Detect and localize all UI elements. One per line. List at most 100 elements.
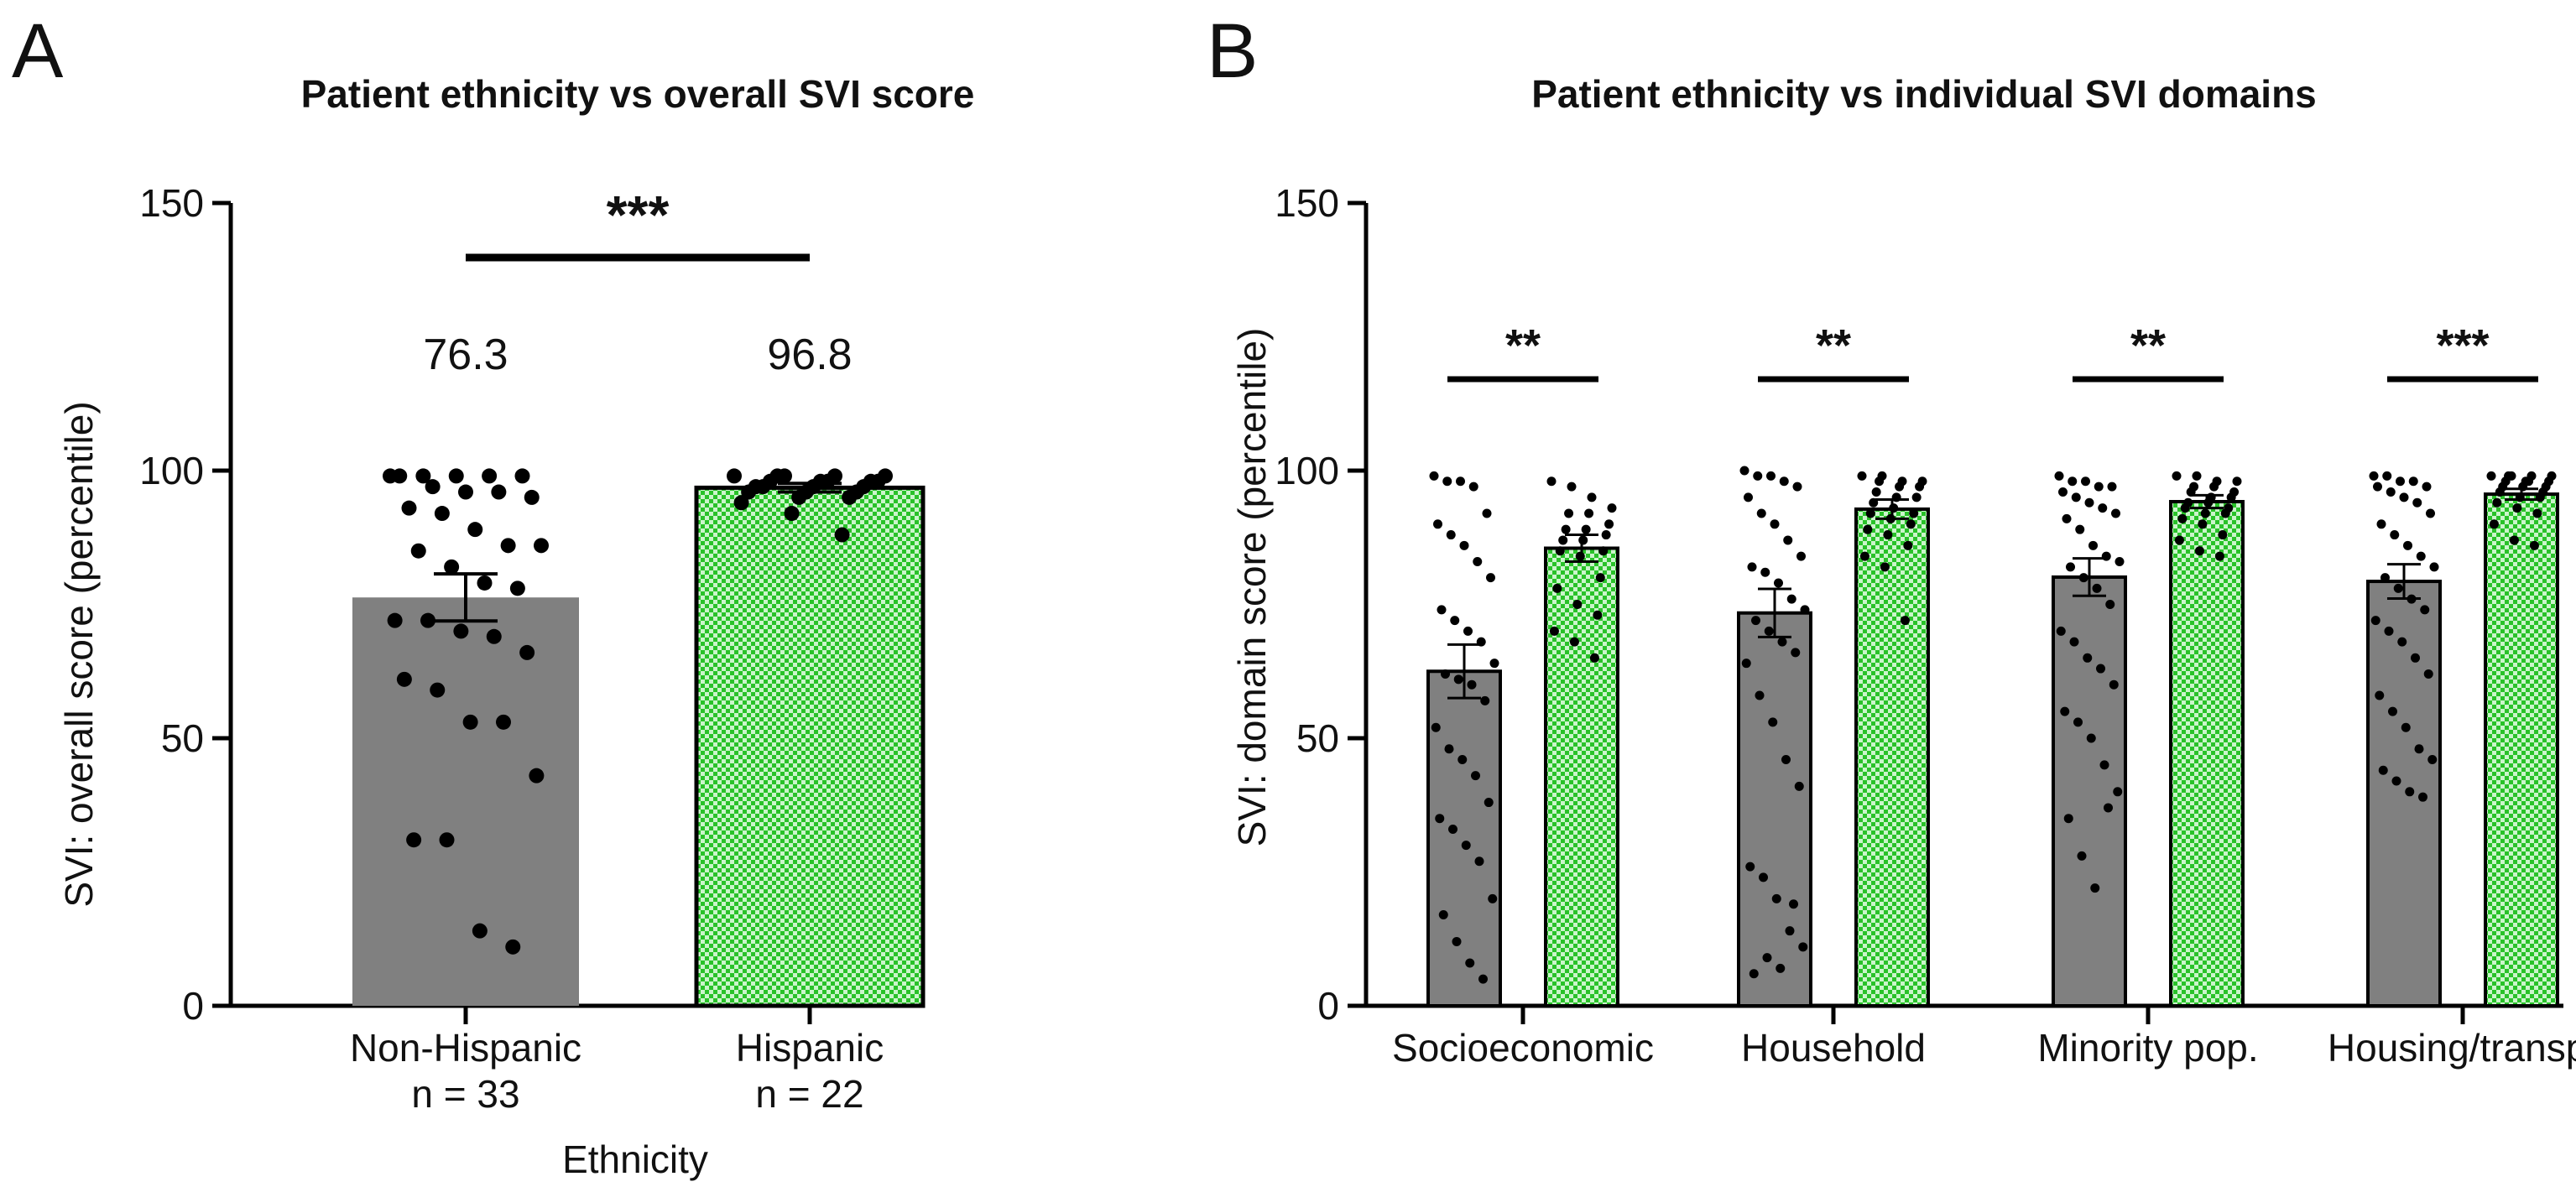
panel-b-significance-stars: ** <box>1505 320 1541 371</box>
panel-a-point <box>448 468 464 484</box>
panel-b-point <box>1453 674 1463 685</box>
panel-a-point <box>392 468 408 484</box>
panel-b-point <box>1909 508 1919 518</box>
panel-b-point <box>2115 556 2125 566</box>
panel-b-point <box>1859 551 1869 561</box>
panel-a-point <box>784 506 800 522</box>
panel-a-point <box>505 939 521 955</box>
panel-a-xlabel: Ethnicity <box>562 1138 708 1181</box>
panel-b-point <box>2388 706 2397 716</box>
panel-b-point <box>1764 626 1774 636</box>
panel-a-ytick-label: 100 <box>139 449 204 492</box>
panel-b-point <box>1865 508 1875 518</box>
panel-b-point <box>1756 508 1766 518</box>
panel-b-point <box>1781 755 1791 765</box>
panel-b-point <box>2492 497 2502 508</box>
panel-a-point <box>529 768 545 784</box>
panel-b-point <box>2192 471 2202 481</box>
panel-a-point <box>524 489 540 505</box>
panel-b-point <box>1889 503 1899 513</box>
panel-b-point <box>1467 679 1477 690</box>
panel-a-bar-1 <box>694 485 926 1008</box>
panel-a-point <box>387 612 403 628</box>
panel-a-point <box>842 489 858 505</box>
panel-a-mean-label: 76.3 <box>423 331 508 379</box>
panel-b-point <box>1875 476 1885 487</box>
panel-b-point <box>1569 637 1579 647</box>
panel-b-point <box>2084 497 2094 508</box>
panel-b-point <box>1555 546 1565 556</box>
panel-b-point <box>2390 530 2400 540</box>
panel-b-point <box>2218 530 2228 540</box>
panel-a-point <box>733 495 749 511</box>
panel-a-n-label: n = 22 <box>755 1072 863 1116</box>
panel-b-point <box>1604 519 1614 529</box>
panel-b-point <box>2060 706 2070 716</box>
panel-b-point <box>1915 482 1925 492</box>
panel-b-point <box>2408 476 2418 487</box>
panel-a-point <box>486 628 502 644</box>
panel-b-point <box>2386 487 2396 497</box>
panel-b-point <box>1598 546 1609 556</box>
panel-b-bar-1-1 <box>1854 507 1930 1007</box>
panel-b-point <box>2066 562 2075 572</box>
panel-a-point <box>467 522 483 538</box>
panel-b-point <box>2214 551 2224 561</box>
panel-b-point <box>1446 530 1456 540</box>
panel-b-point <box>2058 487 2068 497</box>
panel-b-category-label: Housing/transp. <box>2328 1026 2576 1070</box>
panel-b-point <box>2429 562 2439 572</box>
panel-b-point <box>1880 562 1890 572</box>
panel-b-point <box>2416 551 2426 561</box>
panel-b-point <box>2078 573 2088 583</box>
panel-b-point <box>1444 744 1454 754</box>
panel-b-point <box>2056 626 2066 636</box>
panel-b-point <box>2101 551 2111 561</box>
panel-b-point <box>2412 497 2422 508</box>
panel-b-point <box>2369 471 2379 481</box>
panel-b-significance-stars: *** <box>2436 320 2489 371</box>
panel-b-title: Patient ethnicity vs individual SVI doma… <box>1531 72 2317 116</box>
panel-b-point <box>1474 856 1484 867</box>
panel-b-point <box>2405 787 2415 797</box>
panel-b-point <box>1791 648 1801 658</box>
panel-b-point <box>1776 963 1786 973</box>
panel-b-category-label: Socioeconomic <box>1392 1026 1654 1070</box>
panel-b-point <box>2086 733 2096 743</box>
panel-b-point <box>1770 519 1780 529</box>
panel-b-point <box>1749 969 1759 979</box>
panel-b-point <box>2535 492 2545 502</box>
panel-a-letter: A <box>12 8 64 94</box>
panel-a-point <box>453 623 469 639</box>
panel-b-point <box>1581 524 1591 534</box>
panel-b-point <box>2382 471 2392 481</box>
panel-b-point <box>1433 519 1442 529</box>
panel-a-n-label: n = 33 <box>411 1072 519 1116</box>
panel-b-point <box>2399 492 2409 502</box>
panel-b-point <box>2083 653 2093 663</box>
panel-a-point <box>410 543 426 559</box>
panel-a-ytick-label: 50 <box>161 716 204 760</box>
panel-b-point <box>2512 503 2522 513</box>
panel-b-point <box>1783 535 1793 545</box>
panel-b-point <box>1762 953 1772 963</box>
panel-a-point <box>727 468 742 484</box>
panel-a-point <box>434 506 450 522</box>
panel-b-point <box>2370 616 2380 626</box>
panel-a-ylabel: SVI: overall score (percentile) <box>57 401 101 907</box>
panel-b-ytick-label: 150 <box>1275 181 1339 225</box>
panel-b-point <box>1478 974 1488 984</box>
panel-b-point <box>2515 492 2525 502</box>
panel-b-point <box>2401 722 2411 732</box>
panel-b-point <box>2099 760 2109 770</box>
panel-b-point <box>1891 492 1901 502</box>
panel-b-point <box>1601 530 1611 540</box>
panel-a-point <box>477 575 493 591</box>
panel-b-point <box>1438 910 1448 920</box>
panel-b-point <box>1885 513 1895 523</box>
panel-b-point <box>1459 540 1469 550</box>
panel-b-point <box>2071 492 2081 502</box>
panel-b-point <box>1441 669 1450 679</box>
panel-a-point <box>534 538 549 554</box>
panel-b-point <box>1486 573 1495 583</box>
